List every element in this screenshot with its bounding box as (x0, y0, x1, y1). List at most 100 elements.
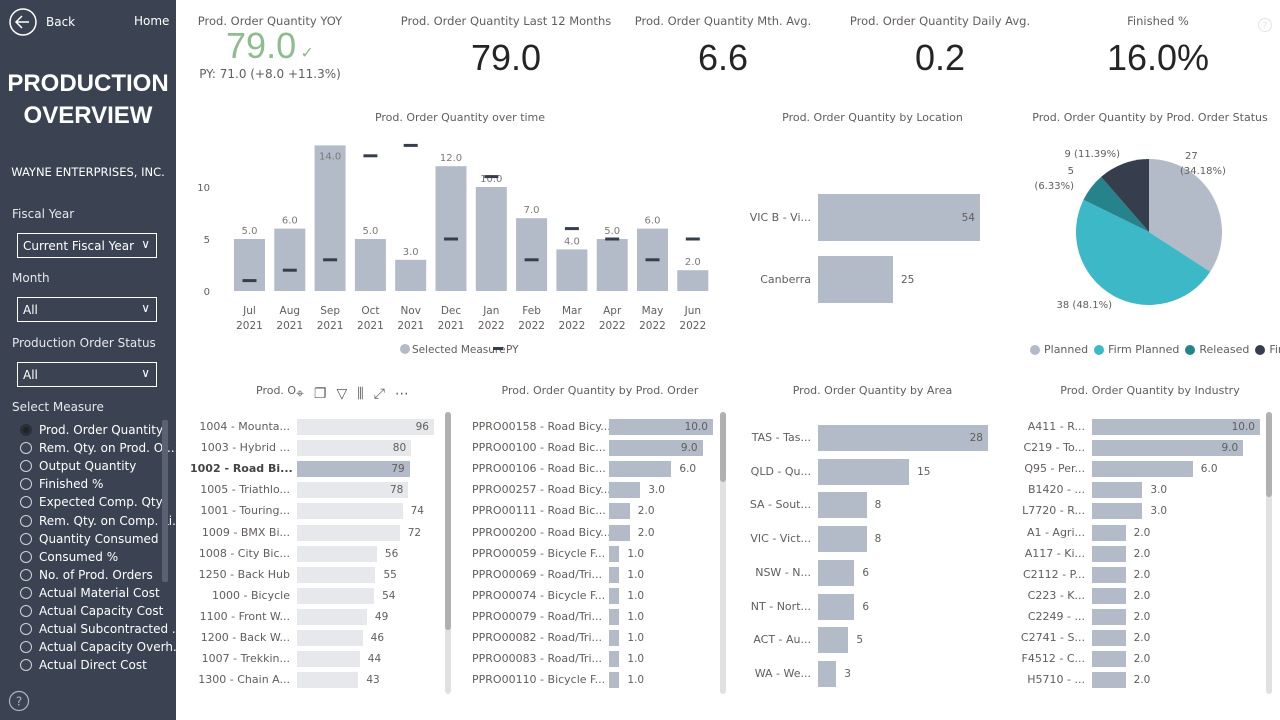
bar-label[interactable]: C2741 - S... (1020, 631, 1085, 644)
measure-option[interactable]: Finished % (20, 477, 103, 491)
fiscal-year-dropdown[interactable]: Current Fiscal Year ∨ (17, 233, 157, 258)
radio-button[interactable] (20, 532, 32, 545)
bar[interactable] (609, 608, 620, 625)
bar-label[interactable]: Canberra (760, 272, 811, 286)
bar-label[interactable]: H5710 - ... (1027, 673, 1085, 687)
bar-label[interactable]: 1003 - Hybrid ... (200, 441, 290, 455)
bar[interactable] (818, 526, 867, 553)
bar-label[interactable]: 1002 - Road Bi... (190, 462, 293, 476)
help-icon[interactable]: ? (1257, 17, 1273, 33)
bar[interactable] (297, 651, 360, 668)
measure-option[interactable]: Actual Direct Cost (20, 658, 147, 672)
bar-label[interactable]: PPRO00083 - Road/Tri... (472, 652, 603, 666)
bar-label[interactable]: PPRO00079 - Road/Tri... (472, 609, 603, 623)
measure-option[interactable]: Rem. Qty. on Prod. Or... (20, 441, 178, 455)
bar-label[interactable]: A1 - Agri... (1026, 525, 1085, 539)
industry-scrollbar[interactable] (1266, 412, 1272, 694)
bar-label[interactable]: ACT - Au... (753, 633, 811, 647)
legend-item[interactable]: Released (1185, 343, 1249, 356)
bar-label[interactable]: 1001 - Touring... (200, 504, 290, 518)
bar[interactable] (818, 627, 849, 654)
bar[interactable] (609, 630, 620, 646)
bar[interactable] (818, 194, 980, 241)
bar[interactable] (1092, 545, 1126, 562)
bar-label[interactable]: C2112 - P... (1022, 567, 1085, 581)
radio-button[interactable] (20, 550, 32, 563)
bar-label[interactable]: PPRO00257 - Road Bicy... (472, 483, 611, 497)
bar[interactable] (1092, 672, 1126, 689)
measure-option[interactable]: Prod. Order Quantity (20, 423, 163, 437)
bar[interactable] (609, 419, 713, 435)
bar-label[interactable]: VIC - Vict... (750, 532, 811, 546)
bar[interactable] (609, 482, 641, 499)
bar-label[interactable]: L7720 - R... (1022, 504, 1085, 518)
bar-label[interactable]: VIC B - Vi... (749, 210, 811, 224)
bar-label[interactable]: 1100 - Front W... (199, 609, 290, 623)
bar[interactable] (297, 630, 363, 646)
bar-label[interactable]: PPRO00111 - Road Bic... (472, 504, 606, 518)
radio-button[interactable] (20, 424, 32, 436)
bar-label[interactable]: SA - Sout... (749, 498, 811, 512)
bar[interactable] (609, 587, 620, 604)
bar-label[interactable]: 1007 - Trekkin... (201, 652, 290, 666)
bar[interactable] (1092, 482, 1143, 499)
bar[interactable] (297, 482, 409, 499)
bar-label[interactable]: F4512 - C... (1021, 652, 1085, 666)
back-button[interactable]: Back (8, 7, 75, 37)
bar-label[interactable]: B1420 - ... (1028, 483, 1085, 497)
help-icon[interactable]: ? (8, 690, 30, 712)
bar-label[interactable]: PPRO00100 - Road Bic... (472, 441, 606, 455)
bar[interactable] (609, 651, 620, 668)
focus-mode-icon[interactable]: ⤢ (373, 386, 385, 402)
analytics-icon[interactable]: ⫼ (357, 386, 364, 402)
status-pie-chart[interactable]: 27 (34.18%) 38 (48.1%) 5 (6.33%) 9 (11.39%) (1020, 130, 1280, 330)
bar-label[interactable]: NT - Nort... (750, 599, 811, 613)
radio-button[interactable] (20, 586, 32, 599)
bar[interactable] (1092, 587, 1126, 604)
more-options-icon[interactable]: ⋯ (394, 386, 409, 402)
bar[interactable] (818, 559, 855, 586)
bar-label[interactable]: C2249 - ... (1027, 609, 1085, 623)
bar[interactable] (297, 566, 376, 583)
measure-option[interactable]: Actual Subcontracted ... (20, 622, 183, 636)
pin-icon[interactable]: ⌖ (296, 386, 304, 402)
bar-label[interactable]: PPRO00200 - Road Bicy... (472, 525, 611, 539)
bar-label[interactable]: 1000 - Bicycle (212, 588, 290, 602)
bar-label[interactable]: PPRO00110 - Bicycle F... (472, 673, 606, 687)
bar-label[interactable]: Q95 - Per... (1024, 462, 1085, 476)
measure-option[interactable]: Rem. Qty. on Comp. Li... (20, 514, 184, 528)
month-dropdown[interactable]: All ∨ (17, 297, 157, 322)
radio-button[interactable] (20, 605, 32, 617)
bar-label[interactable]: PPRO00158 - Road Bicy... (472, 420, 611, 433)
bar[interactable] (609, 545, 620, 562)
bar[interactable] (1092, 630, 1126, 646)
legend-item[interactable]: Finished (1255, 343, 1280, 356)
copy-icon[interactable]: ❐ (313, 386, 327, 402)
bar-label[interactable]: 1200 - Back W... (200, 631, 290, 644)
bar-label[interactable]: PPRO00069 - Road/Tri... (472, 567, 603, 581)
bar[interactable] (818, 593, 855, 620)
measure-option[interactable]: Actual Material Cost (20, 586, 160, 600)
bar-label[interactable]: PPRO00059 - Bicycle F... (472, 546, 606, 560)
bar[interactable] (297, 440, 412, 457)
bar[interactable] (818, 256, 893, 303)
radio-button[interactable] (20, 442, 32, 455)
bar[interactable] (297, 672, 359, 689)
bar[interactable] (609, 440, 703, 457)
item-scrollbar[interactable] (445, 412, 451, 694)
radio-button[interactable] (20, 568, 32, 581)
prod-order-scrollbar[interactable] (720, 412, 726, 694)
bar[interactable] (818, 660, 837, 687)
bar-label[interactable]: 1005 - Triathlo... (200, 483, 290, 497)
radio-button[interactable] (20, 514, 32, 527)
bar[interactable] (1092, 419, 1260, 435)
legend-item[interactable]: Firm Planned (1094, 343, 1179, 356)
bar[interactable] (1092, 566, 1126, 583)
bar[interactable] (297, 503, 403, 520)
measure-option[interactable]: Quantity Consumed (20, 532, 159, 546)
radio-button[interactable] (20, 478, 32, 491)
radio-button[interactable] (20, 460, 32, 473)
bar[interactable] (1092, 651, 1126, 668)
radio-button[interactable] (20, 623, 32, 636)
bar-label[interactable]: 1009 - BMX Bi... (201, 525, 290, 539)
